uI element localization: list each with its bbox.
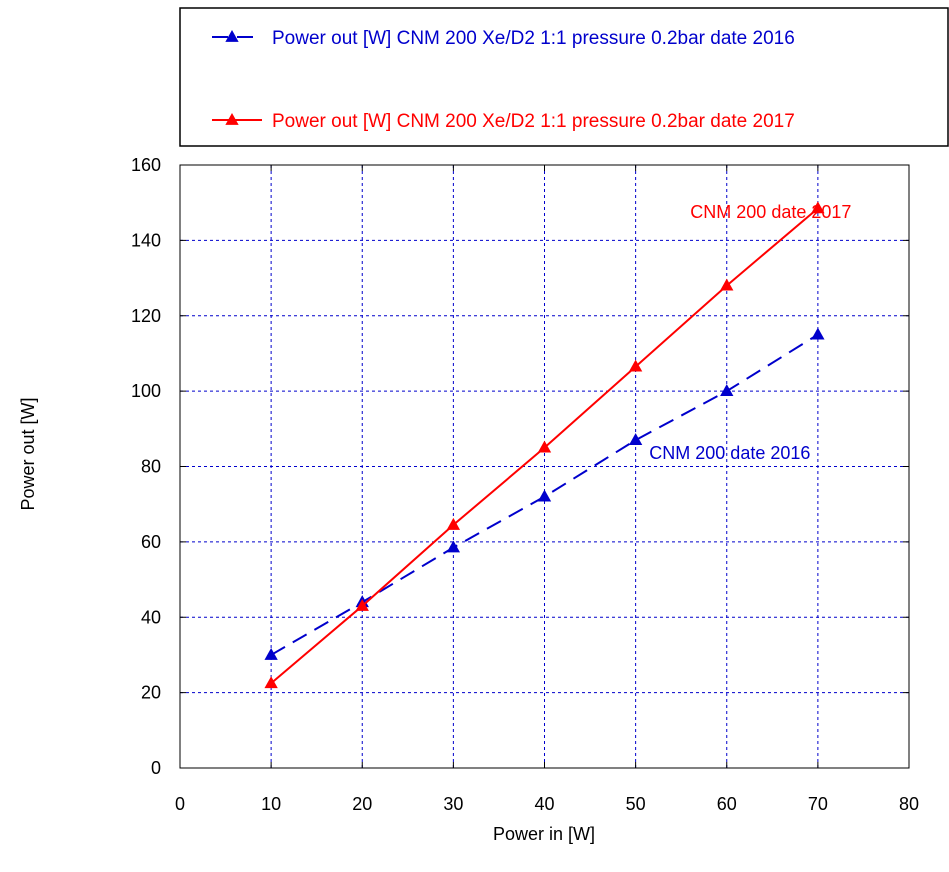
x-tick-label: 80 <box>899 794 919 814</box>
legend-entry: Power out [W] CNM 200 Xe/D2 1:1 pressure… <box>212 28 795 49</box>
y-tick-label: 60 <box>141 532 161 552</box>
legend-marker <box>225 113 239 125</box>
data-point <box>811 201 825 214</box>
y-tick-label: 160 <box>131 155 161 175</box>
data-point <box>720 278 734 291</box>
series-2 <box>264 201 825 689</box>
legend-label: Power out [W] CNM 200 Xe/D2 1:1 pressure… <box>272 111 795 132</box>
legend-marker <box>225 30 239 42</box>
y-tick-label: 40 <box>141 607 161 627</box>
data-point <box>628 433 643 446</box>
data-point <box>537 440 552 453</box>
x-tick-label: 60 <box>717 794 737 814</box>
x-tick-label: 50 <box>626 794 646 814</box>
data-point <box>537 489 552 502</box>
legend-label: Power out [W] CNM 200 Xe/D2 1:1 pressure… <box>272 28 795 49</box>
x-tick-label: 0 <box>175 794 185 814</box>
legend-entry: Power out [W] CNM 200 Xe/D2 1:1 pressure… <box>212 111 795 132</box>
data-point <box>720 384 734 397</box>
grid <box>180 165 909 768</box>
y-tick-label: 20 <box>141 683 161 703</box>
data-point <box>264 647 278 660</box>
legend-box <box>179 7 949 147</box>
data-point <box>264 676 278 689</box>
data-point <box>811 327 825 340</box>
annotation-label: CNM 200 date 2016 <box>649 443 810 463</box>
x-tick-label: 70 <box>808 794 828 814</box>
x-tick-label: 20 <box>352 794 372 814</box>
legend: Power out [W] CNM 200 Xe/D2 1:1 pressure… <box>179 7 949 147</box>
y-tick-label: 80 <box>141 457 161 477</box>
annotations: CNM 200 date 2017 CNM 200 date 2016 <box>649 202 851 463</box>
data-point <box>355 598 369 611</box>
data-point <box>628 359 643 372</box>
series-layer <box>264 201 825 689</box>
x-axis-label: Power in [W] <box>493 824 595 844</box>
annotation-label: CNM 200 date 2017 <box>690 202 851 222</box>
data-point <box>446 540 461 553</box>
x-tick-label: 30 <box>443 794 463 814</box>
y-tick-label: 140 <box>131 230 161 250</box>
x-tick-label: 10 <box>261 794 281 814</box>
y-tick-label: 0 <box>151 758 161 778</box>
y-tick-label: 100 <box>131 381 161 401</box>
y-axis-label: Power out [W] <box>18 397 38 510</box>
ticks: 0 10 20 30 40 50 60 70 80 0 20 40 60 80 100 120 140 160 <box>131 155 919 814</box>
y-tick-label: 120 <box>131 306 161 326</box>
x-tick-label: 40 <box>534 794 554 814</box>
data-point <box>446 517 461 530</box>
